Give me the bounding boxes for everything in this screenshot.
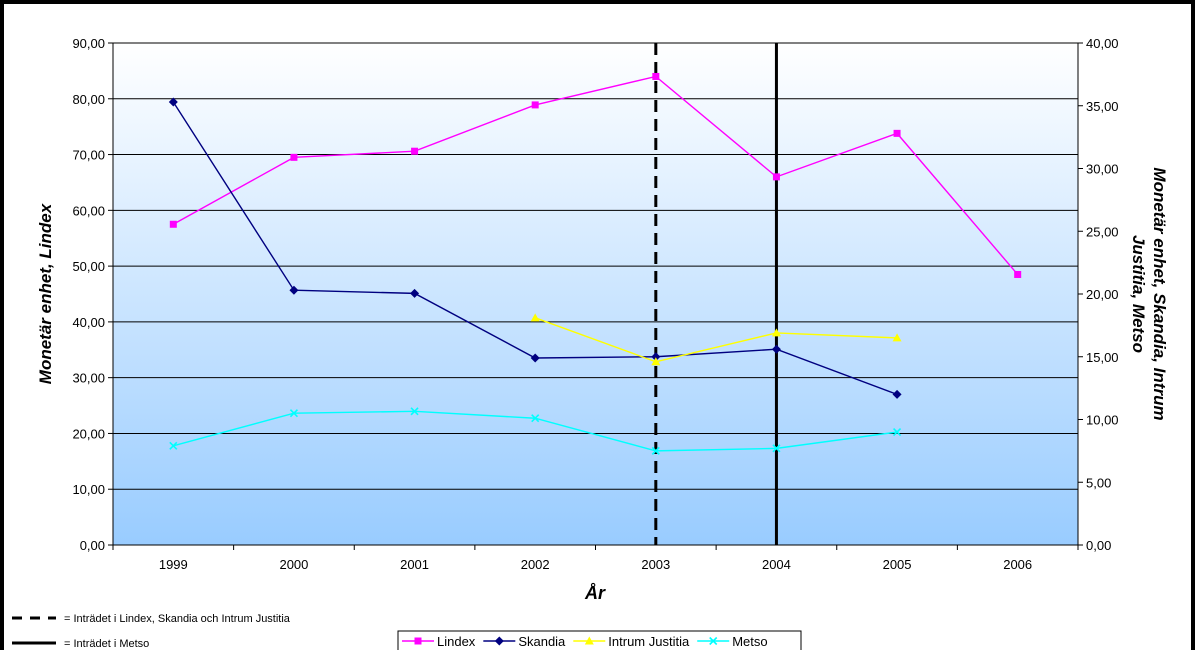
marker-x [410, 407, 419, 416]
marker-x [169, 441, 178, 450]
marker-square [411, 147, 419, 155]
series-line [534, 317, 898, 363]
marker-triangle [892, 333, 902, 342]
legend-label: Intrum Justitia [608, 634, 690, 649]
left-axis-tick-label: 70,00 [72, 148, 105, 163]
marker-square [772, 173, 780, 181]
marker-square [652, 72, 660, 80]
x-axis-tick-label: 2006 [1003, 557, 1032, 572]
right-axis-tick-label: 25,00 [1086, 224, 1119, 239]
series-layer [168, 72, 1022, 455]
x-axis-tick-label: 2001 [400, 557, 429, 572]
marker-x [709, 636, 718, 646]
series-line [172, 75, 1019, 275]
marker-x [892, 427, 902, 437]
plot-area [113, 43, 1078, 545]
right-axis-tick-label: 0,00 [1086, 538, 1111, 553]
marker-square [893, 129, 901, 137]
series-intrum-justitia [530, 313, 902, 366]
marker-square [169, 220, 177, 228]
marker-x [772, 444, 781, 453]
axes: 0,00 10,00 20,00 30,00 40,00 50,00 60,00 70,00 8… [72, 36, 1118, 572]
series-skandia [168, 97, 902, 399]
right-axis-tick-label: 10,00 [1086, 413, 1119, 428]
marker-square [1014, 270, 1022, 278]
marker-triangle [651, 357, 661, 366]
marker-diamond [410, 288, 420, 298]
left-axis-tick-label: 30,00 [72, 371, 105, 386]
right-axis-tick-label: 30,00 [1086, 162, 1119, 177]
reference-lines [654, 43, 778, 545]
marker-diamond [892, 389, 902, 399]
left-axis-tick-label: 20,00 [72, 426, 105, 441]
marker-square [531, 101, 539, 109]
right-axis-label: Monetär enhet, Skandia, IntrumJustitia, … [1129, 167, 1169, 420]
x-axis-tick-label: 1999 [159, 557, 188, 572]
marker-diamond [771, 344, 781, 354]
right-axis-tick-label: 20,00 [1086, 287, 1119, 302]
marker-square [290, 153, 298, 161]
right-axis-label-line: Monetär enhet, Skandia, Intrum [1150, 167, 1169, 420]
right-axis-tick-label: 15,00 [1086, 350, 1119, 365]
right-axis-tick-label: 40,00 [1086, 36, 1119, 51]
right-axis-tick-label: 5,00 [1086, 475, 1111, 490]
left-axis-tick-label: 60,00 [72, 203, 105, 218]
legend-label: Lindex [437, 634, 476, 649]
marker-diamond [494, 636, 504, 646]
marker-diamond [289, 285, 299, 295]
left-axis-tick-label: 10,00 [72, 482, 105, 497]
marker-x [531, 414, 540, 423]
marker-diamond [168, 97, 178, 107]
right-axis-label-line: Justitia, Metso [1129, 235, 1148, 353]
marker-triangle [771, 328, 781, 337]
left-axis-tick-label: 40,00 [72, 315, 105, 330]
marker-diamond [530, 353, 540, 363]
marker-diamond [651, 352, 661, 362]
marker-triangle [584, 636, 594, 645]
left-axis-tick-label: 90,00 [72, 36, 105, 51]
reference-legend-label: = Inträdet i Metso [64, 638, 149, 650]
x-axis-tick-label: 2000 [279, 557, 308, 572]
x-axis-tick-label: 2003 [641, 557, 670, 572]
x-axis-tick-label: 2004 [762, 557, 791, 572]
left-axis-tick-label: 80,00 [72, 92, 105, 107]
chart-svg: 0,00 10,00 20,00 30,00 40,00 50,00 60,00 70,00 8… [12, 36, 1169, 650]
right-axis-tick-label: 35,00 [1086, 99, 1119, 114]
marker-triangle [530, 313, 540, 322]
left-axis-tick-label: 50,00 [72, 259, 105, 274]
reference-legend-label: = Inträdet i Lindex, Skandia och Intrum … [64, 613, 291, 625]
x-axis-label: År [584, 583, 606, 603]
left-axis-tick-label: 0,00 [80, 538, 105, 553]
series-metso [169, 407, 902, 455]
gridlines [113, 98, 1078, 490]
marker-x [651, 446, 660, 455]
x-axis-tick-label: 2002 [521, 557, 550, 572]
x-axis-tick-label: 2005 [883, 557, 912, 572]
reference-legend: = Inträdet i Lindex, Skandia och Intrum … [12, 613, 291, 650]
left-axis-label: Monetär enhet, Lindex [36, 202, 55, 384]
series-lindex [169, 72, 1022, 278]
legend-label: Metso [732, 634, 767, 649]
legend-label: Skandia [518, 634, 566, 649]
series-legend: Lindex Skandia Intrum Justitia Metso [397, 630, 802, 650]
marker-square [414, 637, 422, 645]
marker-x [289, 409, 299, 418]
